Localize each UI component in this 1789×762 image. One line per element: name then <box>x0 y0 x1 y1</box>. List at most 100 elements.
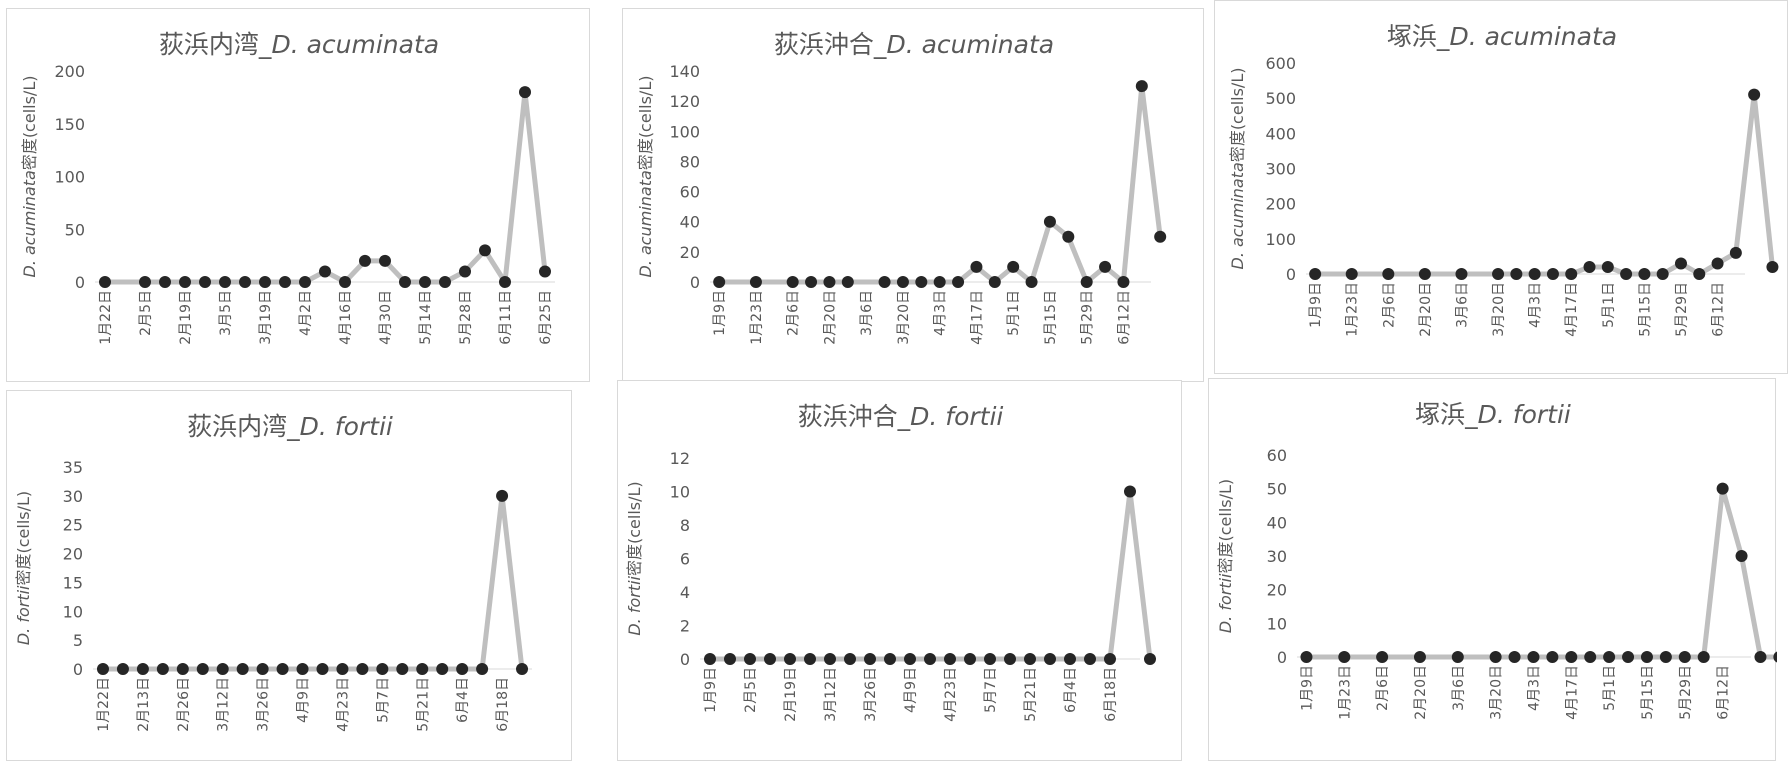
data-point <box>924 653 936 665</box>
series-line <box>1315 92 1775 277</box>
data-point <box>1584 651 1597 663</box>
y-tick-label: 12 <box>670 449 690 468</box>
y-tick-label: 600 <box>1265 54 1296 73</box>
data-point <box>1754 651 1767 663</box>
data-point <box>259 276 271 288</box>
data-point <box>896 276 909 288</box>
x-tick-label: 5月1日 <box>1601 282 1617 328</box>
y-tick-label: 50 <box>65 220 85 239</box>
data-point <box>744 653 756 665</box>
x-tick-label: 6月4日 <box>455 677 471 723</box>
data-point <box>804 653 816 665</box>
x-tick-label: 6月18日 <box>495 677 511 732</box>
x-tick-label: 3月26日 <box>863 667 879 722</box>
x-tick-label: 2月19日 <box>178 290 194 345</box>
y-tick-label: 500 <box>1265 89 1296 108</box>
data-point <box>1735 550 1748 562</box>
data-point <box>1697 651 1710 663</box>
data-point <box>239 276 251 288</box>
y-tick-label: 0 <box>690 273 700 292</box>
data-point <box>296 663 309 675</box>
data-point <box>1144 653 1156 665</box>
data-point <box>456 663 469 675</box>
data-point <box>459 265 471 278</box>
data-point <box>784 653 796 665</box>
data-point <box>1376 651 1389 663</box>
chart-panel-oginohama-inner-acuminata: 荻浜内湾_D. acuminata D. acuminata密度(cells/L)… <box>6 8 590 382</box>
x-tick-label: 2月5日 <box>138 290 154 336</box>
x-tick-label: 3月19日 <box>258 290 274 345</box>
y-axis-label-species: D. fortii <box>625 575 644 635</box>
y-tick-label: 140 <box>669 62 700 81</box>
data-point <box>704 653 716 665</box>
y-tick-label: 10 <box>1267 614 1287 633</box>
x-tick-label: 4月3日 <box>1526 665 1542 711</box>
x-tick-label: 6月12日 <box>1116 290 1132 345</box>
data-point <box>1084 653 1096 665</box>
x-tick-label: 1月9日 <box>1299 665 1315 711</box>
data-point <box>1748 88 1761 101</box>
chart-panel-oginohama-inner-fortii: 荻浜内湾_D. fortii D. fortii密度(cells/L) 0 5 10 15… <box>6 390 572 761</box>
chart-title-site: 荻浜沖合_ <box>774 30 887 59</box>
y-tick-label: 100 <box>1265 230 1296 249</box>
data-point <box>915 276 928 288</box>
series-line <box>1306 486 1777 660</box>
y-tick-label: 200 <box>1265 195 1296 214</box>
x-tick-label: 5月15日 <box>1637 282 1653 337</box>
data-point <box>1766 260 1779 273</box>
data-point <box>1773 651 1777 663</box>
data-point <box>1099 260 1112 273</box>
x-tick-label: 5月1日 <box>1006 290 1022 336</box>
data-point <box>316 663 329 675</box>
data-point <box>399 276 411 288</box>
y-axis-label: D. fortii密度(cells/L) <box>1216 479 1235 633</box>
data-point <box>496 489 509 502</box>
x-tick-label: 5月29日 <box>1080 290 1096 345</box>
data-point <box>933 276 946 288</box>
chart-title: 荻浜沖合_D. fortii <box>798 402 1004 431</box>
x-tick-label: 6月12日 <box>1716 665 1732 720</box>
x-tick-label: 4月3日 <box>1528 282 1544 328</box>
x-tick-label: 6月25日 <box>538 290 554 345</box>
x-tick-label: 1月23日 <box>1345 282 1361 337</box>
data-point <box>844 653 856 665</box>
chart-title-species: D. acuminata <box>886 30 1054 59</box>
chart-title-site: 塚浜_ <box>1387 22 1450 51</box>
x-tick-label: 5月15日 <box>1640 665 1656 720</box>
data-point <box>749 276 762 288</box>
data-point <box>396 663 409 675</box>
y-tick-label: 10 <box>670 483 690 502</box>
y-tick-label: 10 <box>63 602 83 621</box>
data-point <box>1638 268 1651 280</box>
x-tick-label: 1月9日 <box>703 667 719 713</box>
data-point <box>256 663 269 675</box>
data-point <box>419 276 431 288</box>
x-tick-label: 4月9日 <box>903 667 919 713</box>
x-tick-label: 5月7日 <box>983 667 999 713</box>
data-point <box>1025 276 1038 288</box>
x-tick-label: 3月6日 <box>1451 665 1467 711</box>
data-point <box>1300 651 1313 663</box>
data-point <box>952 276 965 288</box>
data-point <box>1622 651 1635 663</box>
y-tick-label: 120 <box>669 92 700 111</box>
x-tick-label: 5月29日 <box>1678 665 1694 720</box>
data-point <box>276 663 289 675</box>
data-point <box>805 276 818 288</box>
data-point <box>1527 651 1540 663</box>
data-point <box>1345 268 1358 280</box>
data-point <box>724 653 736 665</box>
x-tick-label: 2月20日 <box>1418 282 1434 337</box>
chart-title-site: 荻浜内湾_ <box>159 30 272 59</box>
chart-title: 荻浜内湾_D. fortii <box>187 412 393 441</box>
data-point <box>1007 260 1020 273</box>
chart-title: 荻浜内湾_D. acuminata <box>159 30 439 59</box>
x-tick-label: 2月19日 <box>783 667 799 722</box>
y-axis-label: D. fortii密度(cells/L) <box>625 481 644 635</box>
data-point <box>864 653 876 665</box>
y-tick-label: 0 <box>73 660 83 679</box>
data-point <box>99 276 111 288</box>
y-axis-label-unit: 密度(cells/L) <box>636 76 655 171</box>
series-line <box>102 493 525 672</box>
